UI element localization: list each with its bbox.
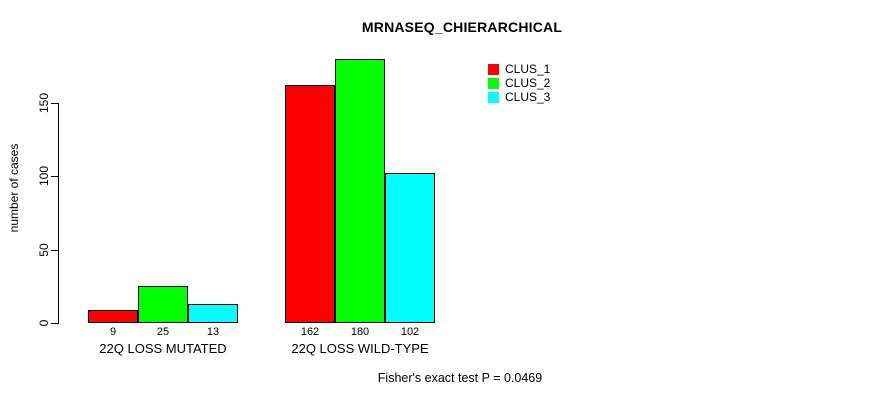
y-axis-line [58,103,59,324]
bar-clus_1-2 [285,85,335,323]
legend-swatch-icon [488,63,499,75]
bar-value-label: 13 [206,326,220,338]
y-tick-mark [51,249,58,251]
x-category-label: 22Q LOSS WILD-TYPE [291,341,429,356]
legend-row: CLUS_2 [488,76,550,90]
legend-label: CLUS_2 [505,76,551,90]
bar-value-label: 25 [156,326,170,338]
bar-clus_2-2 [335,59,385,323]
bar-clus_2-1 [138,286,188,323]
y-tick-label: 0 [37,319,51,327]
x-category-label: 22Q LOSS MUTATED [99,341,227,356]
bar-clus_3-2 [385,173,435,323]
bar-clus_3-1 [188,304,238,323]
chart-title: MRNASEQ_CHIERARCHICAL [361,19,563,35]
legend-row: CLUS_1 [488,62,550,76]
legend-label: CLUS_1 [505,62,551,76]
bar-value-label: 162 [300,326,320,338]
fisher-test-note: Fisher's exact test P = 0.0469 [377,371,543,385]
y-tick-mark [51,176,58,178]
chart-legend: CLUS_1 CLUS_2 CLUS_3 [488,62,550,104]
legend-row: CLUS_3 [488,90,550,104]
legend-swatch-icon [488,91,499,103]
y-tick-label: 50 [37,242,51,257]
legend-swatch-icon [488,77,499,89]
bar-value-label: 180 [350,326,370,338]
legend-label: CLUS_3 [505,90,551,104]
y-tick-mark [51,323,58,324]
y-tick-label: 100 [37,166,51,187]
y-tick-mark [51,103,58,104]
bar-value-label: 9 [109,326,117,338]
bar-value-label: 102 [400,326,420,338]
y-tick-label: 150 [37,92,51,114]
bar-clus_1-1 [88,310,138,323]
